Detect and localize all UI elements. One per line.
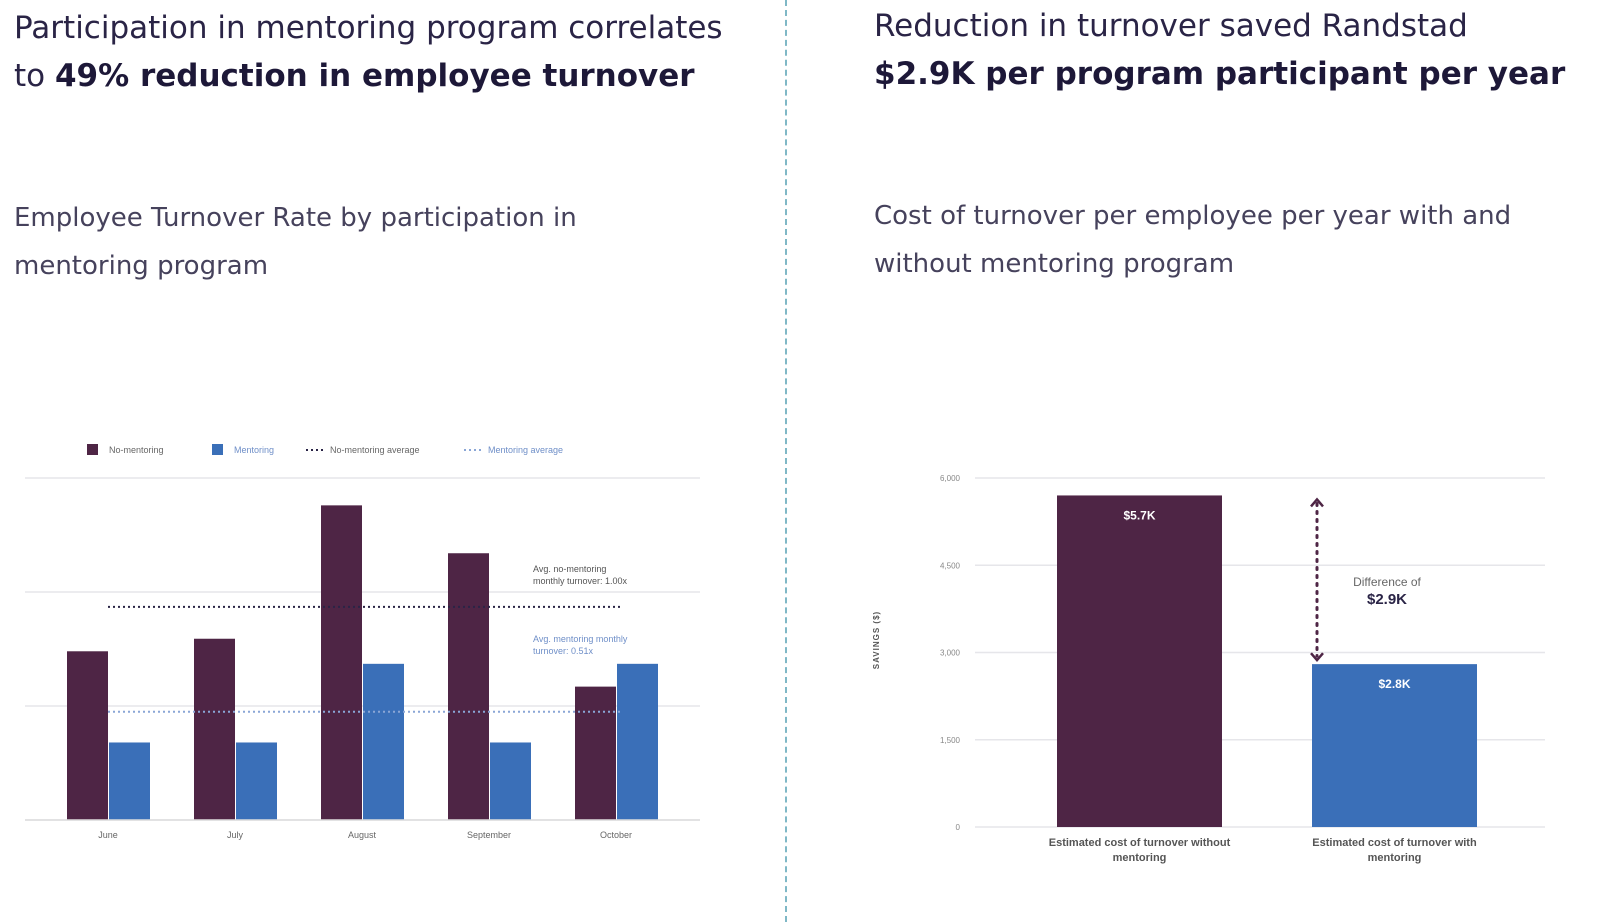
bar-mentoring-october — [617, 663, 658, 820]
left-headline-bold: 49% reduction in employee turnover — [54, 58, 695, 94]
left-headline-plain: Participation in mentoring program corre… — [14, 10, 723, 94]
right-headline-bold: $2.9K per program participant per year — [874, 56, 1566, 92]
arrow-up-icon — [1310, 497, 1324, 508]
x-tick-label: Estimated cost of turnover with mentoring — [1312, 837, 1477, 864]
bar-no-mentoring-july — [194, 638, 235, 820]
y-tick-label: 3,000 — [940, 649, 961, 658]
y-tick-label: 4,500 — [940, 561, 961, 570]
bar-mentoring-september — [490, 742, 531, 820]
bar-mentoring-july — [236, 742, 277, 820]
x-tick-label: June — [98, 830, 118, 840]
divider — [785, 0, 787, 922]
bar-data-label: $2.8K — [1378, 677, 1410, 691]
left-chart-subtitle: Employee Turnover Rate by participation … — [14, 203, 577, 281]
bar-with-mentoring — [1312, 664, 1477, 827]
bar-without-mentoring — [1057, 495, 1222, 827]
difference-annotation-value: $2.9K — [1367, 591, 1407, 608]
y-tick-label: 6,000 — [940, 474, 961, 483]
bar-mentoring-august — [363, 663, 404, 820]
right-headline: Reduction in turnover saved Randstad $2.… — [874, 2, 1594, 98]
y-tick-label: 1,500 — [940, 736, 961, 745]
legend-label: No-mentoring — [109, 445, 164, 455]
difference-annotation-label: Difference of — [1353, 575, 1421, 589]
right-headline-plain: Reduction in turnover saved Randstad — [874, 8, 1468, 44]
x-tick-label: Estimated cost of turnover without mentor… — [1049, 837, 1231, 864]
bar-no-mentoring-june — [67, 651, 108, 820]
legend-label: Mentoring average — [488, 445, 563, 455]
x-tick-label: October — [600, 830, 632, 840]
legend-swatch — [87, 444, 98, 455]
left-headline: Participation in mentoring program corre… — [14, 4, 734, 100]
bar-data-label: $5.7K — [1123, 508, 1155, 522]
arrow-down-icon — [1310, 652, 1324, 663]
legend-label: No-mentoring average — [330, 445, 420, 455]
x-tick-label: September — [467, 830, 511, 840]
bar-no-mentoring-september — [448, 553, 489, 820]
x-tick-label: July — [227, 830, 244, 840]
no-mentoring-average-annotation: Avg. no-mentoring monthly turnover: 1.00… — [533, 564, 628, 586]
x-tick-label: August — [348, 830, 377, 840]
legend-swatch — [212, 444, 223, 455]
bar-mentoring-june — [109, 742, 150, 820]
legend-label: Mentoring — [234, 445, 274, 455]
right-chart-subtitle: Cost of turnover per employee per year w… — [874, 201, 1512, 279]
y-axis-label: SAVINGS ($) — [872, 611, 881, 669]
bar-no-mentoring-august — [321, 505, 362, 820]
mentoring-average-annotation: Avg. mentoring monthly turnover: 0.51x — [533, 634, 630, 656]
bar-no-mentoring-october — [575, 686, 616, 820]
y-tick-label: 0 — [956, 823, 961, 832]
